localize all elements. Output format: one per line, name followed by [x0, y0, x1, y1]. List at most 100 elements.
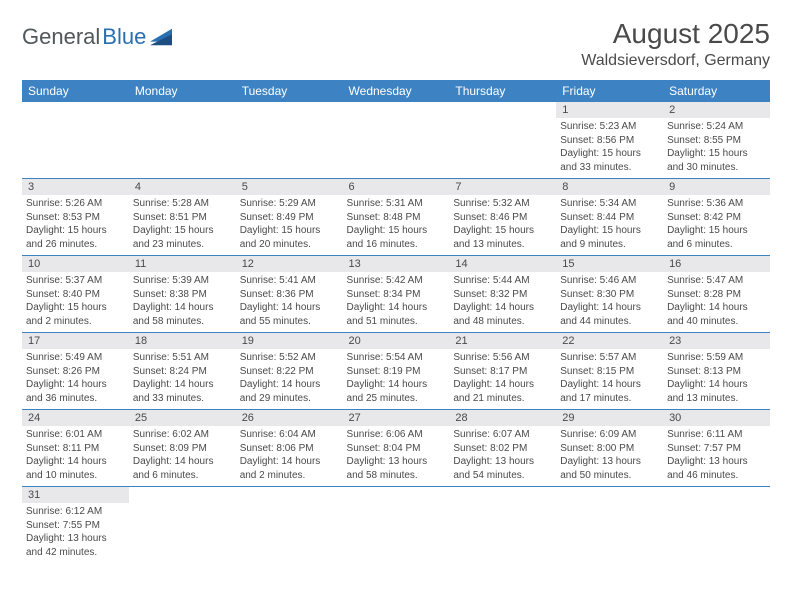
content-row: Sunrise: 6:01 AMSunset: 8:11 PM Daylight:…: [22, 426, 770, 487]
day-number-cell: 10: [22, 256, 129, 273]
daylight-text: Daylight: 14 hours and 21 minutes.: [453, 378, 552, 405]
daylight-text: Daylight: 15 hours and 6 minutes.: [667, 224, 766, 251]
day-number-cell: 21: [449, 333, 556, 350]
day-number-cell: [22, 102, 129, 118]
content-row: Sunrise: 5:49 AMSunset: 8:26 PMDaylight:…: [22, 349, 770, 410]
col-thursday: Thursday: [449, 80, 556, 102]
daylight-text: Daylight: 14 hours and 55 minutes.: [240, 301, 339, 328]
day-cell: Sunrise: 5:31 AMSunset: 8:48 PMDaylight:…: [343, 195, 450, 256]
sunset-text: Sunset: 8:30 PM: [560, 288, 659, 302]
day-cell: [129, 503, 236, 563]
daylight-text: Daylight: 15 hours and 9 minutes.: [560, 224, 659, 251]
sunrise-text: Sunrise: 6:02 AM: [133, 428, 232, 442]
sunset-text: Sunset: 8:46 PM: [453, 211, 552, 225]
col-wednesday: Wednesday: [343, 80, 450, 102]
sunset-text: Sunset: 8:55 PM: [667, 134, 766, 148]
sunset-text: Sunset: 8:51 PM: [133, 211, 232, 225]
daynum-row: 24252627282930: [22, 410, 770, 427]
daylight-text: Daylight: 15 hours and 26 minutes.: [26, 224, 125, 251]
day-number-cell: 22: [556, 333, 663, 350]
sunset-text: Sunset: 8:09 PM: [133, 442, 232, 456]
sunrise-text: Sunrise: 5:34 AM: [560, 197, 659, 211]
logo-text-blue: Blue: [102, 24, 146, 50]
sunrise-text: Sunrise: 5:23 AM: [560, 120, 659, 134]
day-cell: Sunrise: 6:09 AMSunset: 8:00 PMDaylight:…: [556, 426, 663, 487]
day-cell: [129, 118, 236, 179]
day-cell: [343, 503, 450, 563]
sunrise-text: Sunrise: 6:09 AM: [560, 428, 659, 442]
sunset-text: Sunset: 8:32 PM: [453, 288, 552, 302]
day-number-cell: 2: [663, 102, 770, 118]
daylight-text: Daylight: 14 hours and 58 minutes.: [133, 301, 232, 328]
day-cell: Sunrise: 5:39 AMSunset: 8:38 PMDaylight:…: [129, 272, 236, 333]
day-number-cell: 20: [343, 333, 450, 350]
sunrise-text: Sunrise: 6:11 AM: [667, 428, 766, 442]
day-number-cell: 1: [556, 102, 663, 118]
sunset-text: Sunset: 8:13 PM: [667, 365, 766, 379]
day-header-row: Sunday Monday Tuesday Wednesday Thursday…: [22, 80, 770, 102]
day-cell: [236, 503, 343, 563]
sunrise-text: Sunrise: 6:12 AM: [26, 505, 125, 519]
daylight-text: Daylight: 14 hours and 13 minutes.: [667, 378, 766, 405]
day-cell: Sunrise: 5:54 AMSunset: 8:19 PMDaylight:…: [343, 349, 450, 410]
sunset-text: Sunset: 8:11 PM: [26, 442, 125, 456]
sunset-text: Sunset: 8:44 PM: [560, 211, 659, 225]
daylight-text: Daylight: 13 hours and 50 minutes.: [560, 455, 659, 482]
sunset-text: Sunset: 8:38 PM: [133, 288, 232, 302]
day-cell: [343, 118, 450, 179]
daylight-text: Daylight: 14 hours and 2 minutes.: [240, 455, 339, 482]
day-cell: Sunrise: 5:28 AMSunset: 8:51 PMDaylight:…: [129, 195, 236, 256]
header: GeneralBlue August 2025 Waldsieversdorf,…: [22, 18, 770, 74]
calendar-table: Sunday Monday Tuesday Wednesday Thursday…: [22, 80, 770, 563]
day-cell: Sunrise: 5:56 AMSunset: 8:17 PMDaylight:…: [449, 349, 556, 410]
flag-icon: [150, 28, 172, 46]
day-number-cell: 26: [236, 410, 343, 427]
sunset-text: Sunset: 8:53 PM: [26, 211, 125, 225]
sunrise-text: Sunrise: 5:26 AM: [26, 197, 125, 211]
daylight-text: Daylight: 14 hours and 17 minutes.: [560, 378, 659, 405]
logo-text-general: General: [22, 24, 100, 50]
daylight-text: Daylight: 15 hours and 30 minutes.: [667, 147, 766, 174]
col-sunday: Sunday: [22, 80, 129, 102]
daylight-text: Daylight: 14 hours and 44 minutes.: [560, 301, 659, 328]
daynum-row: 10111213141516: [22, 256, 770, 273]
content-row: Sunrise: 6:12 AMSunset: 7:55 PMDaylight:…: [22, 503, 770, 563]
day-cell: Sunrise: 5:36 AMSunset: 8:42 PMDaylight:…: [663, 195, 770, 256]
day-number-cell: 8: [556, 179, 663, 196]
sunrise-text: Sunrise: 6:01 AM: [26, 428, 125, 442]
daylight-text: Daylight: 13 hours and 54 minutes.: [453, 455, 552, 482]
day-number-cell: 30: [663, 410, 770, 427]
sunset-text: Sunset: 8:19 PM: [347, 365, 446, 379]
day-cell: Sunrise: 6:12 AMSunset: 7:55 PMDaylight:…: [22, 503, 129, 563]
day-number-cell: 11: [129, 256, 236, 273]
day-cell: [449, 503, 556, 563]
sunrise-text: Sunrise: 5:36 AM: [667, 197, 766, 211]
content-row: Sunrise: 5:37 AMSunset: 8:40 PMDaylight:…: [22, 272, 770, 333]
sunset-text: Sunset: 8:34 PM: [347, 288, 446, 302]
daylight-text: Daylight: 15 hours and 2 minutes.: [26, 301, 125, 328]
sunrise-text: Sunrise: 5:51 AM: [133, 351, 232, 365]
sunrise-text: Sunrise: 5:52 AM: [240, 351, 339, 365]
daylight-text: Daylight: 14 hours and 6 minutes.: [133, 455, 232, 482]
daylight-text: Daylight: 14 hours and 51 minutes.: [347, 301, 446, 328]
daylight-text: Daylight: 14 hours and 29 minutes.: [240, 378, 339, 405]
day-cell: Sunrise: 5:49 AMSunset: 8:26 PMDaylight:…: [22, 349, 129, 410]
sunrise-text: Sunrise: 5:44 AM: [453, 274, 552, 288]
sunset-text: Sunset: 8:22 PM: [240, 365, 339, 379]
day-number-cell: [556, 487, 663, 504]
col-tuesday: Tuesday: [236, 80, 343, 102]
sunset-text: Sunset: 8:00 PM: [560, 442, 659, 456]
calendar-body: 12 Sunrise: 5:23 AMSunset: 8:56 PMDaylig…: [22, 102, 770, 563]
day-number-cell: [129, 487, 236, 504]
day-number-cell: 28: [449, 410, 556, 427]
sunrise-text: Sunrise: 5:39 AM: [133, 274, 232, 288]
daynum-row: 17181920212223: [22, 333, 770, 350]
location: Waldsieversdorf, Germany: [581, 52, 770, 70]
day-cell: Sunrise: 5:23 AMSunset: 8:56 PMDaylight:…: [556, 118, 663, 179]
day-number-cell: 16: [663, 256, 770, 273]
daylight-text: Daylight: 13 hours and 46 minutes.: [667, 455, 766, 482]
day-cell: Sunrise: 5:47 AMSunset: 8:28 PMDaylight:…: [663, 272, 770, 333]
daylight-text: Daylight: 14 hours and 36 minutes.: [26, 378, 125, 405]
daylight-text: Daylight: 15 hours and 13 minutes.: [453, 224, 552, 251]
sunset-text: Sunset: 8:36 PM: [240, 288, 339, 302]
